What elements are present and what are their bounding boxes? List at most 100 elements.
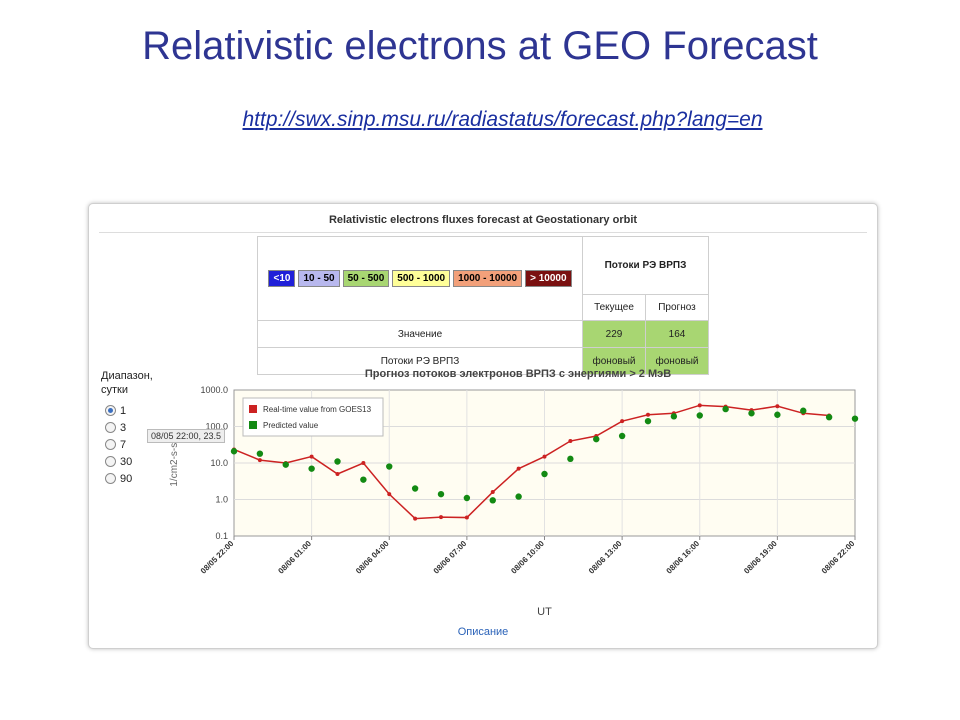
predicted-point bbox=[437, 490, 445, 498]
legend-entry: Predicted value bbox=[263, 421, 319, 430]
y-tick-label: 1.0 bbox=[215, 495, 228, 505]
realtime-point bbox=[335, 471, 340, 476]
slide-title: Relativistic electrons at GEO Forecast bbox=[142, 24, 818, 68]
row-flux-label: Потоки РЭ ВРПЗ bbox=[257, 347, 583, 375]
x-tick-label: 08/06 10:00 bbox=[509, 539, 546, 576]
radio-button[interactable] bbox=[105, 405, 116, 416]
predicted-point bbox=[463, 494, 471, 502]
forecast-panel: Relativistic electrons fluxes forecast a… bbox=[88, 203, 878, 649]
predicted-point bbox=[748, 410, 755, 417]
predicted-point bbox=[230, 448, 238, 455]
range-option-90[interactable]: 90 bbox=[105, 470, 132, 487]
range-option-label: 7 bbox=[120, 438, 127, 451]
x-tick-label: 08/06 13:00 bbox=[587, 539, 624, 576]
predicted-point bbox=[411, 485, 419, 492]
predicted-point bbox=[696, 412, 703, 419]
forecast-url-link[interactable]: http://swx.sinp.msu.ru/radiastatus/forec… bbox=[242, 108, 763, 131]
predicted-point bbox=[282, 461, 289, 468]
range-label: Диапазон, сутки bbox=[101, 369, 153, 397]
range-option-label: 3 bbox=[120, 421, 127, 434]
realtime-point bbox=[516, 466, 521, 471]
predicted-point bbox=[644, 417, 652, 425]
predicted-point bbox=[256, 450, 264, 457]
predicted-point bbox=[386, 463, 393, 470]
predicted-point bbox=[489, 497, 496, 504]
predicted-point bbox=[308, 465, 315, 472]
range-label-line1: Диапазон, bbox=[101, 370, 153, 382]
column-current: Текущее bbox=[582, 294, 646, 321]
realtime-point bbox=[646, 412, 650, 417]
predicted-point bbox=[800, 407, 807, 414]
forecast-value: 164 bbox=[645, 320, 709, 348]
legend-swatch bbox=[249, 421, 257, 429]
description-link[interactable]: Описание bbox=[457, 626, 509, 638]
range-option-3[interactable]: 3 bbox=[105, 419, 132, 436]
x-tick-label: 08/06 16:00 bbox=[665, 539, 702, 576]
x-tick-label: 08/06 04:00 bbox=[354, 539, 391, 576]
y-tick-label: 1000.0 bbox=[200, 385, 228, 395]
realtime-point bbox=[490, 490, 495, 495]
realtime-point bbox=[309, 454, 314, 459]
predicted-point bbox=[541, 470, 548, 478]
x-tick-label: 08/06 19:00 bbox=[742, 539, 779, 576]
panel-divider bbox=[99, 232, 867, 233]
realtime-series-line bbox=[233, 404, 830, 520]
predicted-point bbox=[334, 458, 341, 465]
predicted-point bbox=[774, 411, 781, 418]
forecast-level: фоновый bbox=[645, 347, 709, 375]
radio-button[interactable] bbox=[105, 456, 116, 467]
current-value: 229 bbox=[582, 320, 646, 348]
radio-button[interactable] bbox=[105, 439, 116, 450]
radio-button[interactable] bbox=[105, 422, 116, 433]
x-tick-label: 08/06 07:00 bbox=[432, 539, 469, 576]
color-legend: <10 10 - 50 50 - 500 500 - 1000 1000 - 1… bbox=[258, 270, 582, 287]
legend-chip: 50 - 500 bbox=[342, 270, 390, 287]
legend-chip: 1000 - 10000 bbox=[453, 270, 523, 287]
range-option-label: 30 bbox=[120, 455, 133, 468]
realtime-point bbox=[439, 515, 443, 520]
current-level: фоновый bbox=[582, 347, 646, 375]
predicted-point bbox=[618, 432, 626, 440]
realtime-point bbox=[568, 439, 573, 444]
realtime-point bbox=[464, 515, 469, 520]
realtime-point bbox=[542, 454, 547, 459]
legend-chip: > 10000 bbox=[525, 270, 572, 287]
y-axis-label: 1/cm2-s-sr bbox=[169, 439, 180, 487]
predicted-point bbox=[670, 413, 678, 420]
radio-button[interactable] bbox=[105, 473, 116, 484]
range-option-30[interactable]: 30 bbox=[105, 453, 132, 470]
realtime-point bbox=[697, 403, 702, 408]
flux-chart: 0.1 1.0 10.0 100.0 1000.0 08/05 22:00 08/06 01… bbox=[169, 385, 859, 618]
realtime-point bbox=[257, 458, 262, 463]
range-option-label: 90 bbox=[120, 472, 133, 485]
predicted-point bbox=[722, 405, 729, 413]
predicted-point bbox=[360, 476, 367, 483]
realtime-point bbox=[620, 419, 625, 424]
range-option-1[interactable]: 1 bbox=[105, 402, 132, 419]
predicted-point bbox=[825, 413, 833, 421]
panel-title: Relativistic electrons fluxes forecast a… bbox=[328, 214, 638, 226]
realtime-point bbox=[413, 516, 418, 521]
realtime-point bbox=[361, 461, 366, 465]
legend-chip: <10 bbox=[268, 270, 296, 287]
realtime-point bbox=[775, 404, 780, 409]
y-tick-label: 0.1 bbox=[215, 531, 228, 541]
legend-cell: <10 10 - 50 50 - 500 500 - 1000 1000 - 1… bbox=[257, 236, 583, 321]
chart-tooltip: 08/05 22:00, 23.5 bbox=[147, 429, 226, 443]
predicted-point bbox=[851, 415, 859, 422]
y-tick-label: 100.0 bbox=[205, 422, 228, 432]
legend-entry: Real-time value from GOES13 bbox=[263, 405, 372, 414]
range-option-7[interactable]: 7 bbox=[105, 436, 132, 453]
realtime-point bbox=[387, 492, 392, 497]
predicted-point bbox=[515, 493, 522, 500]
status-table: <10 10 - 50 50 - 500 500 - 1000 1000 - 1… bbox=[257, 236, 709, 375]
range-label-line2: сутки bbox=[101, 384, 128, 396]
predicted-point bbox=[567, 455, 574, 463]
range-option-label: 1 bbox=[120, 404, 127, 417]
legend-chip: 10 - 50 bbox=[298, 270, 340, 287]
status-header: Потоки РЭ ВРПЗ bbox=[582, 236, 709, 295]
y-tick-label: 10.0 bbox=[210, 458, 228, 468]
x-axis-label: UT bbox=[537, 606, 552, 618]
legend-chip: 500 - 1000 bbox=[392, 270, 451, 287]
range-radio-group: 1 3 7 30 90 bbox=[105, 402, 132, 487]
